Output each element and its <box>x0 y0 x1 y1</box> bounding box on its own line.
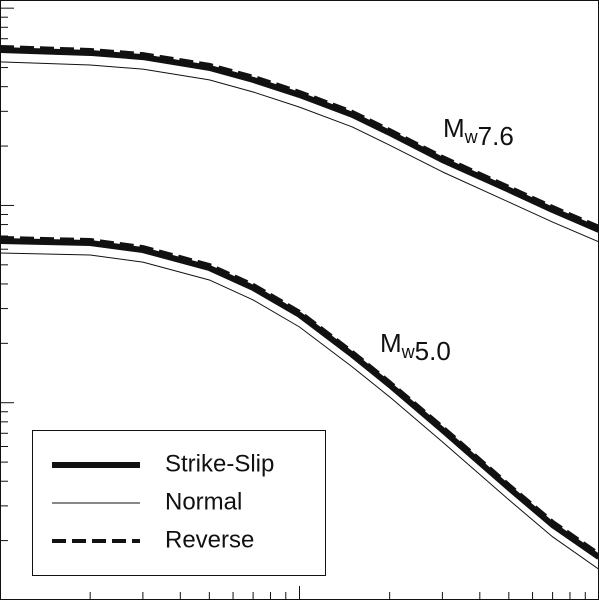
annotation-subscript: w <box>464 127 479 147</box>
legend-label: Normal <box>165 488 242 515</box>
line-series <box>0 44 599 229</box>
annotation: Mw5.0 <box>380 328 451 366</box>
line-series <box>0 61 599 243</box>
legend-label: Reverse <box>165 526 254 553</box>
annotation: Mw7.6 <box>443 113 514 151</box>
annotation-value: 5.0 <box>415 336 451 366</box>
annotation-subscript: w <box>401 342 416 362</box>
line-series <box>0 252 599 570</box>
line-series <box>0 235 599 556</box>
line-series <box>0 46 599 233</box>
annotation-value: 7.6 <box>478 121 514 151</box>
line-series <box>0 238 599 560</box>
annotation-symbol: M <box>380 328 402 358</box>
annotation-symbol: M <box>443 113 465 143</box>
legend-label: Strike-Slip <box>165 450 274 477</box>
